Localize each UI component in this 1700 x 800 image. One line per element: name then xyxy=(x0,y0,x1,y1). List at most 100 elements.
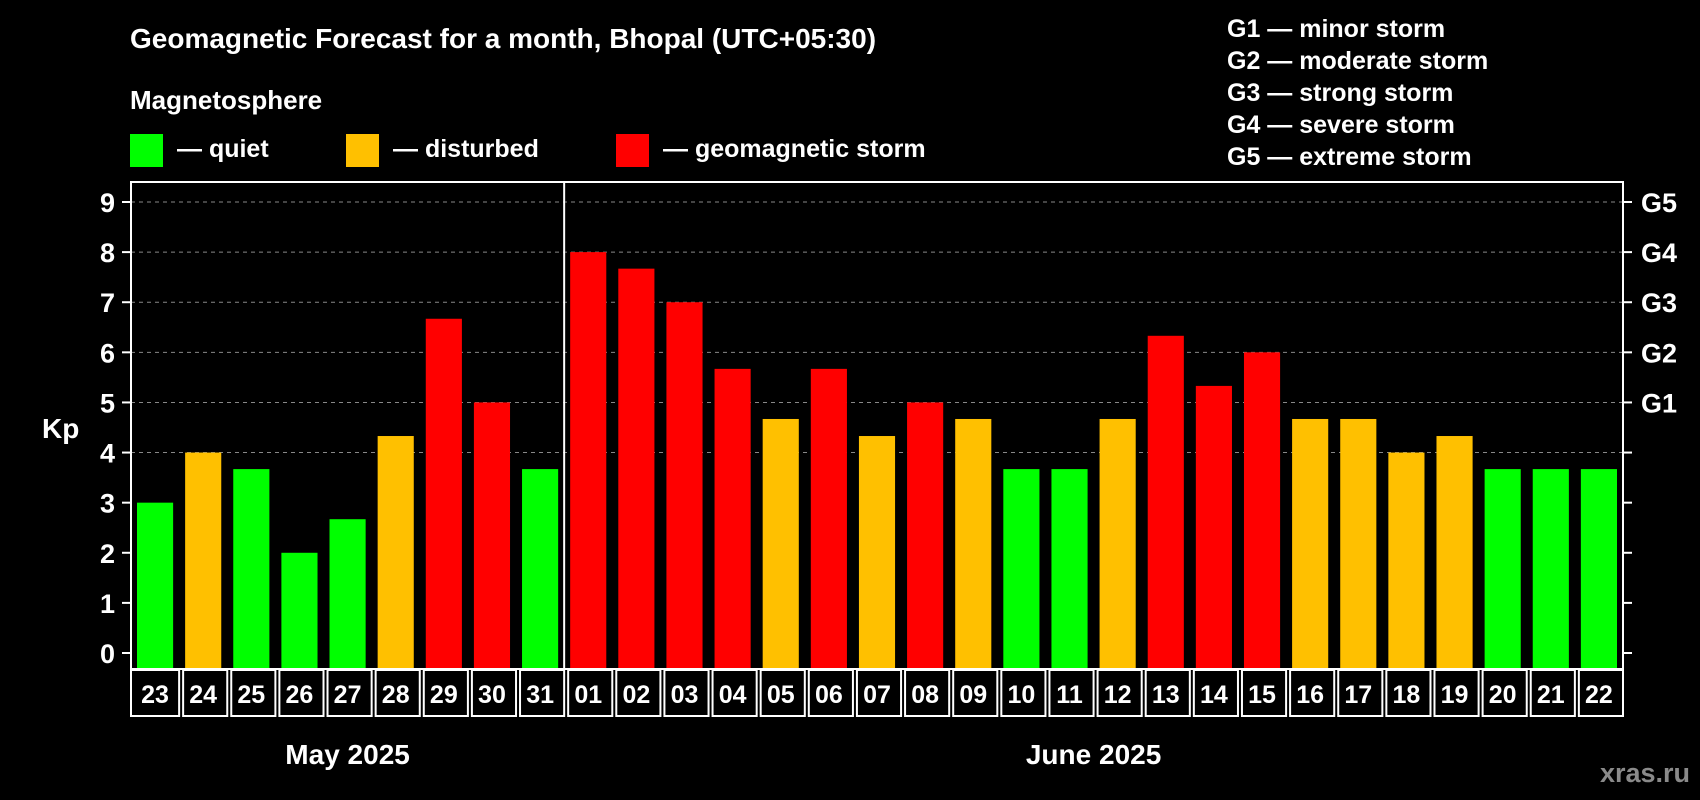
legend-swatch-disturbed xyxy=(346,134,379,167)
bar-disturbed xyxy=(377,436,414,668)
legend-swatch-quiet xyxy=(130,134,163,167)
bar-quiet xyxy=(1051,469,1088,668)
day-cell xyxy=(130,669,181,717)
bar-quiet xyxy=(329,519,366,668)
day-cell xyxy=(1240,669,1288,717)
day-cell xyxy=(663,669,710,717)
day-cell xyxy=(807,669,854,717)
day-cell xyxy=(904,669,951,717)
y-tick-label: 9 xyxy=(100,188,115,218)
storm-level-g5: G5 — extreme storm xyxy=(1227,143,1472,171)
bar-storm xyxy=(1195,385,1232,668)
y-tick-label: 5 xyxy=(100,388,115,418)
storm-level-g1: G1 — minor storm xyxy=(1227,15,1445,43)
bar-storm xyxy=(714,368,751,668)
day-label: 12 xyxy=(1104,681,1132,709)
x-axis-day-labels: 23 24 25 26 27 28 29 30 31 01 02 03 04 05 06 07 08 09 10 11… xyxy=(130,669,1625,717)
bar-disturbed xyxy=(185,452,222,668)
legend-label-quiet: — quiet xyxy=(177,135,269,163)
day-label: 20 xyxy=(1489,681,1517,709)
right-axis-label: G4 xyxy=(1641,238,1677,268)
storm-level-g4: G4 — severe storm xyxy=(1227,111,1455,139)
x-axis-month-labels: May 2025 June 2025 xyxy=(285,739,1161,770)
bar-quiet xyxy=(1580,469,1617,668)
day-cell xyxy=(1433,669,1480,717)
day-cell xyxy=(1385,669,1432,717)
day-cell xyxy=(182,669,229,717)
day-cell xyxy=(1529,669,1576,717)
day-label: 14 xyxy=(1200,681,1228,709)
day-cell xyxy=(1192,669,1239,717)
bar-storm xyxy=(1243,352,1281,668)
day-cell xyxy=(519,669,566,717)
bar-quiet xyxy=(1484,469,1521,668)
bar-storm xyxy=(570,252,607,668)
day-label: 01 xyxy=(574,681,602,709)
day-label: 26 xyxy=(286,681,314,709)
right-axis-label: G5 xyxy=(1641,188,1677,218)
right-axis-label: G2 xyxy=(1641,338,1677,368)
day-cell xyxy=(278,669,325,717)
day-cell xyxy=(230,669,277,717)
day-label: 10 xyxy=(1007,681,1035,709)
y-tick-label: 8 xyxy=(100,238,115,268)
day-cell xyxy=(567,669,614,717)
bar-disturbed xyxy=(762,418,799,668)
y-tick-label: 7 xyxy=(100,288,115,318)
day-cell xyxy=(1337,669,1384,717)
day-label: 13 xyxy=(1152,681,1180,709)
day-cell xyxy=(326,669,373,717)
storm-level-g2: G2 — moderate storm xyxy=(1227,47,1488,75)
day-label: 23 xyxy=(141,681,169,709)
bar-quiet xyxy=(1532,469,1569,668)
day-cell xyxy=(1289,669,1336,717)
bar-disturbed xyxy=(1099,418,1136,668)
day-label: 27 xyxy=(334,681,362,709)
bar-quiet xyxy=(1003,469,1040,668)
day-cell xyxy=(422,669,469,717)
watermark: xras.ru xyxy=(1600,758,1690,788)
day-cell xyxy=(1048,669,1095,717)
day-label: 16 xyxy=(1296,681,1324,709)
y-tick-label: 2 xyxy=(100,539,115,569)
day-cell xyxy=(1000,669,1047,717)
y-tick-label: 0 xyxy=(100,639,115,669)
bar-disturbed xyxy=(1436,436,1473,668)
bar-quiet xyxy=(522,469,559,668)
month-label: May 2025 xyxy=(285,739,410,770)
bar-quiet xyxy=(137,502,174,668)
bars xyxy=(137,252,1617,668)
legend-swatch-storm xyxy=(616,134,649,167)
y-axis-label: Kp xyxy=(42,413,79,444)
day-label: 28 xyxy=(382,681,410,709)
day-cell xyxy=(1096,669,1143,717)
bar-storm xyxy=(618,268,655,668)
bar-disturbed xyxy=(1388,452,1425,668)
day-label: 03 xyxy=(671,681,699,709)
legend-label-storm: — geomagnetic storm xyxy=(663,135,926,163)
day-cell xyxy=(1144,669,1191,717)
day-label: 31 xyxy=(526,681,554,709)
y-tick-label: 4 xyxy=(100,439,115,469)
bar-storm xyxy=(473,402,511,668)
day-cell xyxy=(711,669,758,717)
day-label: 11 xyxy=(1056,681,1083,709)
bar-storm xyxy=(907,402,944,668)
bar-quiet xyxy=(233,469,270,668)
bar-storm xyxy=(425,318,462,668)
day-cell xyxy=(1481,669,1528,717)
right-axis-ticks: G1 G2 G3 G4 G5 xyxy=(1623,188,1677,654)
bar-disturbed xyxy=(858,436,896,668)
day-label: 07 xyxy=(863,681,891,709)
day-label: 19 xyxy=(1441,681,1469,709)
storm-level-legend: G1 — minor storm G2 — moderate storm G3 … xyxy=(1227,15,1488,171)
bar-disturbed xyxy=(1292,418,1329,668)
y-tick-label: 3 xyxy=(100,489,115,519)
day-label: 29 xyxy=(430,681,458,709)
day-label: 04 xyxy=(719,681,747,709)
bar-quiet xyxy=(281,552,318,668)
bar-storm xyxy=(1147,335,1184,668)
day-label: 02 xyxy=(622,681,650,709)
day-label: 24 xyxy=(189,681,217,709)
